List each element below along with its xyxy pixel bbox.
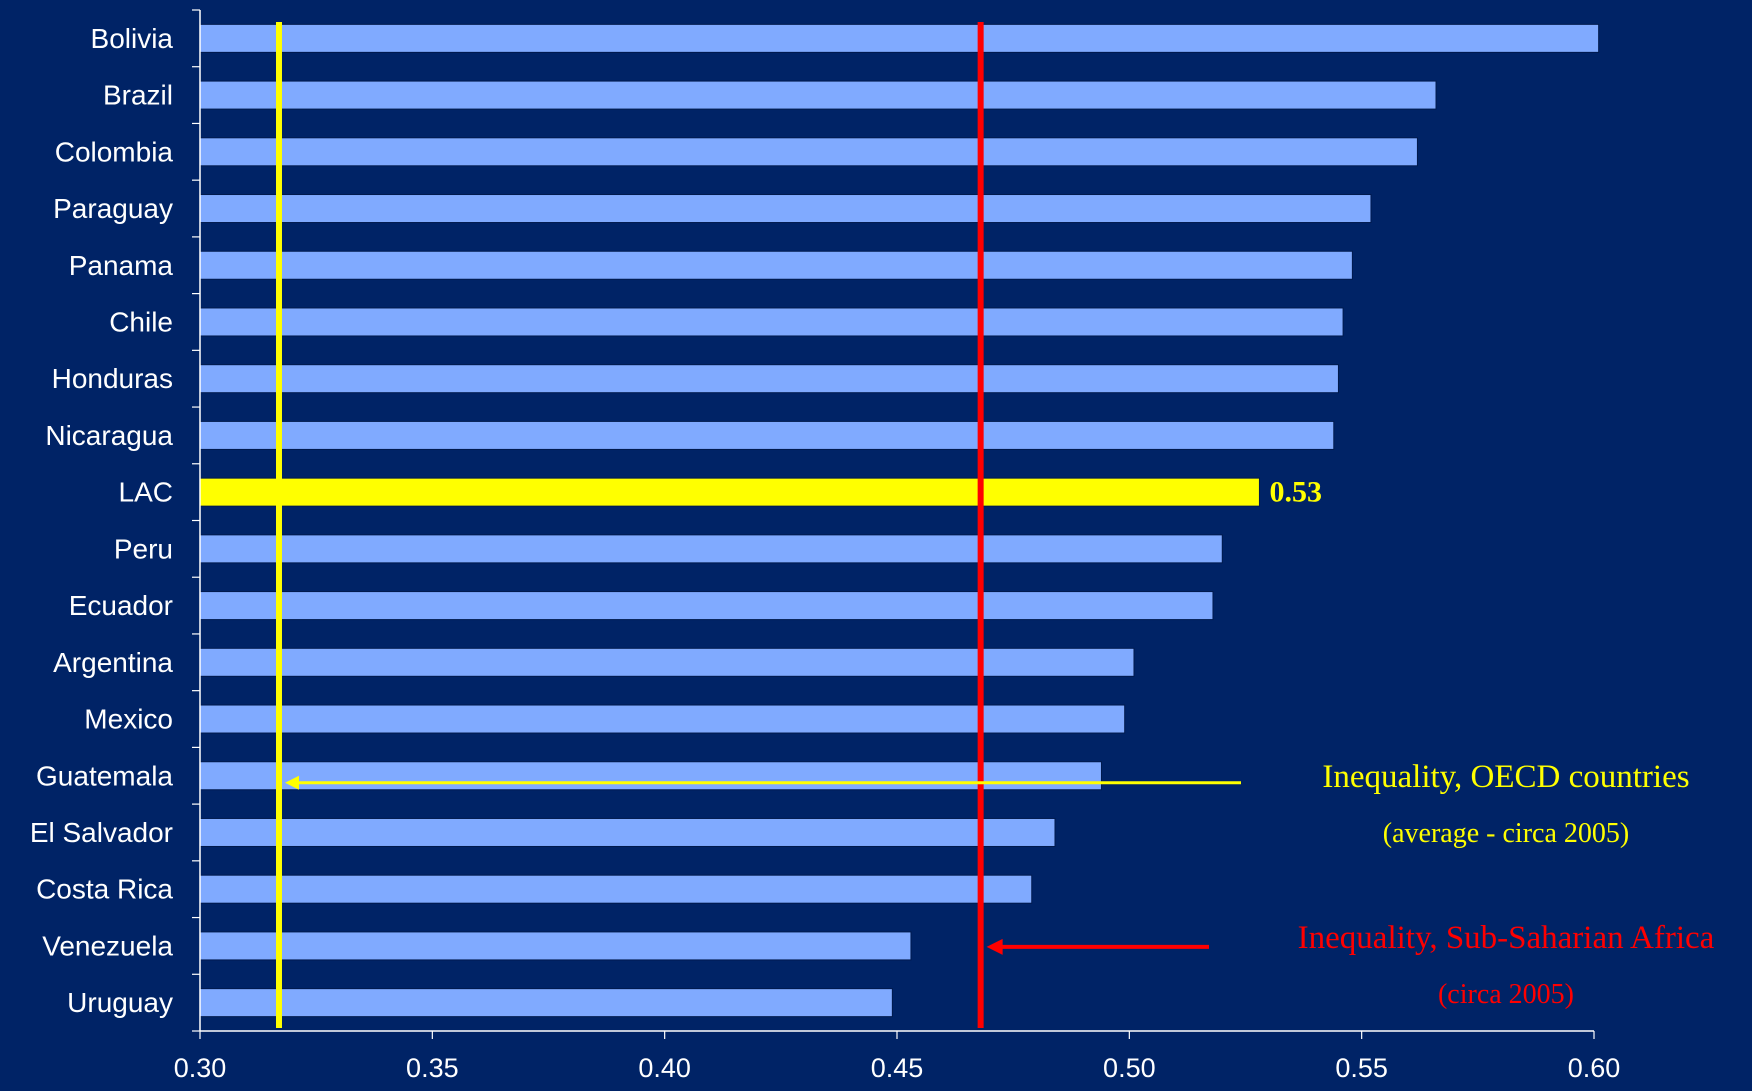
bar-honduras xyxy=(199,364,1339,394)
bar-colombia xyxy=(199,137,1418,167)
category-label-colombia: Colombia xyxy=(55,136,174,167)
bar-el-salvador xyxy=(199,817,1056,847)
category-label-bolivia: Bolivia xyxy=(91,23,174,54)
category-label-venezuela: Venezuela xyxy=(42,930,173,961)
africa-annotation-label: Inequality, Sub-Saharian Africa xyxy=(1298,920,1715,956)
category-label-peru: Peru xyxy=(114,533,173,564)
x-tick-label-0-30: 0.30 xyxy=(174,1053,227,1083)
category-label-argentina: Argentina xyxy=(53,647,173,678)
category-label-guatemala: Guatemala xyxy=(36,760,173,791)
oecd-annotation-sublabel: (average - circa 2005) xyxy=(1383,818,1629,849)
category-label-panama: Panama xyxy=(69,250,174,281)
bar-guatemala xyxy=(199,761,1102,791)
bar-lac xyxy=(199,477,1260,507)
category-label-nicaragua: Nicaragua xyxy=(45,420,173,451)
x-tick-label-0-60: 0.60 xyxy=(1568,1053,1621,1083)
x-tick-labels: 0.30 0.35 0.40 0.45 0.50 0.55 0.60 xyxy=(174,1053,1621,1083)
x-tick-label-0-55: 0.55 xyxy=(1335,1053,1388,1083)
bar-ecuador xyxy=(199,591,1214,621)
axes xyxy=(192,9,1595,1039)
oecd-annotation-label: Inequality, OECD countries xyxy=(1322,759,1689,795)
oecd-arrow-head xyxy=(284,775,299,790)
category-labels: Bolivia Brazil Colombia Paraguay Panama Chile… xyxy=(30,23,174,1018)
category-label-el-salvador: El Salvador xyxy=(30,817,173,848)
bar-bolivia xyxy=(199,23,1600,53)
bar-mexico xyxy=(199,704,1126,734)
category-label-brazil: Brazil xyxy=(103,80,173,111)
x-tick-label-0-35: 0.35 xyxy=(406,1053,459,1083)
bar-panama xyxy=(199,250,1353,280)
category-label-honduras: Honduras xyxy=(52,363,173,394)
bar-costa-rica xyxy=(199,874,1033,904)
bar-chile xyxy=(199,307,1344,337)
category-label-lac: LAC xyxy=(119,477,173,508)
bar-argentina xyxy=(199,647,1135,677)
bar-paraguay xyxy=(199,194,1372,224)
reference-lines xyxy=(275,22,984,1028)
bar-nicaragua xyxy=(199,420,1335,450)
category-label-uruguay: Uruguay xyxy=(67,987,173,1018)
africa-annotation-sublabel: (circa 2005) xyxy=(1438,979,1574,1010)
bar-venezuela xyxy=(199,931,912,961)
highlight-value-label: 0.53 xyxy=(1269,476,1322,509)
bar-brazil xyxy=(199,80,1437,110)
annotations: Inequality, OECD countries (average - cir… xyxy=(284,759,1715,1010)
category-label-paraguay: Paraguay xyxy=(53,193,173,224)
bar-peru xyxy=(199,534,1223,564)
category-label-ecuador: Ecuador xyxy=(69,590,173,621)
category-label-costa-rica: Costa Rica xyxy=(36,874,173,905)
x-tick-label-0-45: 0.45 xyxy=(871,1053,924,1083)
category-label-chile: Chile xyxy=(109,306,173,337)
x-tick-label-0-40: 0.40 xyxy=(638,1053,691,1083)
africa-arrow-head xyxy=(986,938,1003,955)
bars: 0.53 xyxy=(199,23,1600,1018)
bar-uruguay xyxy=(199,988,893,1018)
x-tick-label-0-50: 0.50 xyxy=(1103,1053,1156,1083)
category-label-mexico: Mexico xyxy=(84,704,173,735)
